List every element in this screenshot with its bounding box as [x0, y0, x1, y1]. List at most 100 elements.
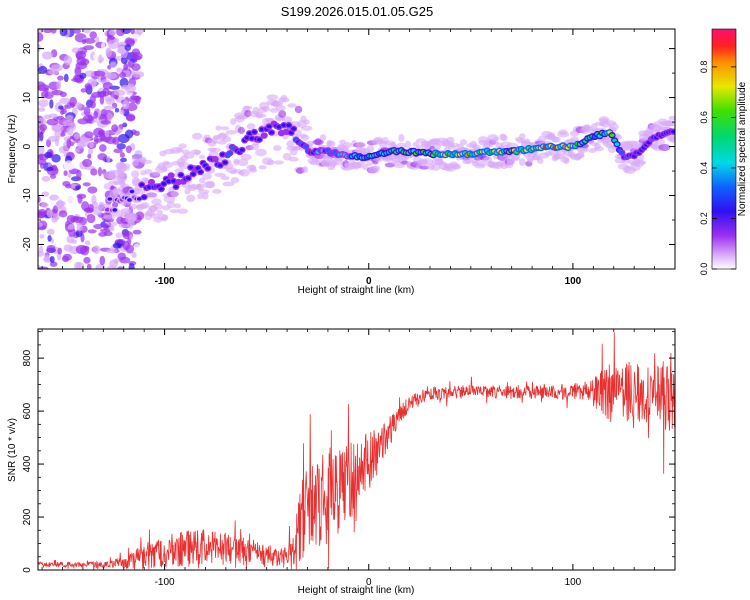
heatmap-cell — [239, 148, 245, 152]
heatmap-cell — [168, 173, 174, 178]
heatmap-cell — [197, 193, 204, 200]
snr-series-line — [38, 332, 675, 570]
heatmap-cell — [90, 168, 98, 176]
heatmap-cell — [38, 250, 45, 257]
heatmap-cell — [105, 207, 110, 212]
heatmap-cell — [107, 221, 118, 227]
spectrogram-y-label: Frequency (Hz) — [7, 115, 18, 184]
heatmap-cell — [326, 140, 336, 148]
heatmap-cell — [110, 185, 115, 190]
heatmap-cell — [38, 266, 49, 269]
heatmap-cell — [273, 145, 282, 152]
heatmap-cell — [52, 205, 58, 214]
heatmap-cell — [49, 255, 55, 264]
heatmap-cell — [266, 159, 275, 166]
heatmap-cell — [38, 208, 47, 219]
heatmap-cell — [39, 124, 48, 131]
spectrogram-frame — [37, 28, 676, 270]
heatmap-cell — [81, 201, 90, 211]
heatmap-cell — [255, 148, 267, 157]
heatmap-cell — [178, 173, 184, 177]
heatmap-cell — [93, 223, 104, 230]
heatmap-cell — [288, 130, 294, 135]
heatmap-cell — [266, 124, 272, 129]
heatmap-cell — [67, 224, 75, 230]
heatmap-cell — [89, 31, 97, 39]
heatmap-cell — [83, 245, 90, 251]
heatmap-cell — [286, 140, 295, 148]
heatmap-cell — [108, 29, 117, 36]
heatmap-cell — [519, 133, 526, 141]
heatmap-cell — [594, 146, 604, 152]
heatmap-cell — [87, 229, 97, 234]
colorbar-ticks: 0.0 0.2 0.4 0.6 0.8 — [699, 61, 736, 276]
heatmap-cell — [452, 164, 462, 170]
heatmap-cell — [110, 253, 118, 259]
heatmap-cell — [174, 203, 181, 209]
heatmap-cell — [51, 89, 64, 96]
heatmap-cell — [46, 209, 53, 218]
heatmap-cell — [103, 223, 109, 231]
heatmap-cell — [65, 196, 76, 203]
heatmap-cell — [237, 126, 245, 134]
heatmap-cell — [48, 135, 60, 142]
colorbar-tick-label: 0.8 — [699, 61, 709, 74]
heatmap-cell — [261, 106, 270, 112]
heatmap-cell — [186, 194, 196, 203]
colorbar-tick-label: 0.0 — [699, 263, 709, 276]
heatmap-cell — [225, 129, 238, 135]
heatmap-cell — [98, 54, 103, 64]
heatmap-cell — [362, 165, 369, 171]
heatmap-cell — [281, 123, 287, 128]
heatmap-cell — [38, 65, 48, 74]
heatmap-cell — [63, 73, 69, 83]
heatmap-cell — [91, 91, 102, 98]
heatmap-cell — [141, 195, 147, 199]
heatmap-cell — [303, 144, 309, 149]
heatmap-cell — [52, 212, 60, 221]
heatmap-cell — [244, 110, 252, 118]
heatmap-cell — [178, 143, 187, 150]
heatmap-cell — [276, 125, 282, 129]
heatmap-cell — [43, 29, 52, 34]
heatmap-cell — [398, 133, 405, 142]
heatmap-cell — [84, 38, 96, 44]
heatmap-cell — [193, 149, 201, 156]
heatmap-cell — [46, 244, 56, 253]
heatmap-cell — [212, 188, 222, 194]
heatmap-cell — [38, 132, 44, 138]
heatmap-cell — [47, 235, 52, 242]
heatmap-cell — [47, 69, 59, 75]
heatmap-cell — [117, 175, 124, 184]
heatmap-cell — [459, 139, 468, 146]
heatmap-cell — [57, 75, 64, 81]
heatmap-cell — [237, 158, 249, 167]
heatmap-cell — [301, 166, 309, 173]
heatmap-cell — [196, 183, 205, 191]
heatmap-cell — [319, 134, 327, 141]
heatmap-cell — [278, 110, 287, 118]
heatmap-cell — [103, 203, 112, 208]
spectrogram-heatmap — [38, 29, 675, 269]
spectrogram-x-label: Height of straight line (km) — [298, 285, 415, 296]
heatmap-cell — [119, 256, 131, 264]
heatmap-cell — [130, 170, 140, 178]
heatmap-cell — [506, 159, 516, 165]
heatmap-cell — [48, 113, 58, 119]
heatmap-cell — [244, 136, 250, 140]
snr-frame — [37, 328, 676, 571]
heatmap-cell — [90, 80, 97, 87]
heatmap-cell — [527, 158, 534, 163]
heatmap-cell — [109, 259, 118, 269]
heatmap-cell — [314, 138, 322, 146]
heatmap-cell — [120, 84, 132, 90]
heatmap-cell — [294, 105, 303, 114]
heatmap-cell — [619, 150, 625, 155]
heatmap-cell — [99, 133, 107, 141]
heatmap-cell — [77, 118, 90, 125]
heatmap-cell — [570, 136, 579, 142]
heatmap-cell — [247, 131, 252, 136]
heatmap-cell — [38, 196, 41, 203]
colorbar-gradient — [711, 28, 737, 270]
heatmap-cell — [394, 163, 405, 169]
